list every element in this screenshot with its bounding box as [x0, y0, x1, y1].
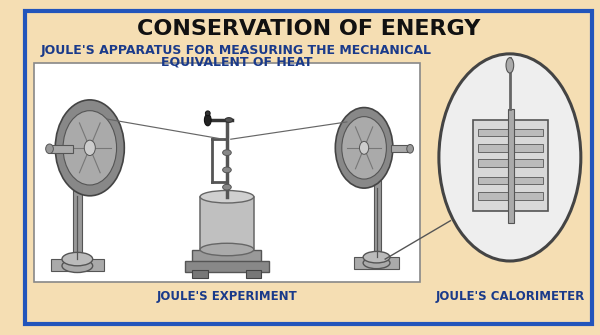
Ellipse shape	[363, 251, 390, 263]
Text: JOULE'S APPARATUS FOR MEASURING THE MECHANICAL: JOULE'S APPARATUS FOR MEASURING THE MECH…	[41, 45, 432, 58]
Ellipse shape	[84, 140, 95, 155]
Bar	[478, 177, 544, 184]
Ellipse shape	[363, 257, 390, 269]
Text: CONSERVATION OF ENERGY: CONSERVATION OF ENERGY	[137, 19, 480, 39]
Bar	[200, 197, 254, 250]
Ellipse shape	[342, 117, 386, 179]
Ellipse shape	[205, 111, 210, 116]
Bar	[193, 251, 262, 263]
Ellipse shape	[225, 118, 233, 122]
Ellipse shape	[335, 108, 393, 188]
Ellipse shape	[62, 259, 92, 272]
Bar	[478, 144, 544, 152]
Bar	[374, 168, 382, 259]
Ellipse shape	[223, 150, 231, 155]
Ellipse shape	[46, 144, 53, 153]
Bar	[478, 192, 544, 200]
Text: JOULE'S EXPERIMENT: JOULE'S EXPERIMENT	[157, 290, 298, 303]
Ellipse shape	[407, 144, 413, 153]
Ellipse shape	[439, 54, 581, 261]
Ellipse shape	[63, 111, 116, 185]
Bar	[473, 120, 548, 211]
Bar	[391, 145, 410, 152]
Bar	[185, 261, 269, 272]
FancyBboxPatch shape	[25, 11, 592, 324]
Bar	[478, 129, 544, 136]
Ellipse shape	[506, 58, 514, 73]
FancyBboxPatch shape	[34, 63, 420, 282]
Ellipse shape	[62, 252, 92, 266]
Bar	[355, 257, 398, 269]
Bar	[50, 145, 73, 153]
Bar	[193, 270, 208, 278]
Text: EQUIVALENT OF HEAT: EQUIVALENT OF HEAT	[161, 55, 312, 68]
Ellipse shape	[223, 167, 231, 173]
Ellipse shape	[205, 114, 211, 126]
Bar	[246, 270, 262, 278]
Ellipse shape	[55, 100, 124, 196]
Text: JOULE'S CALORIMETER: JOULE'S CALORIMETER	[435, 290, 584, 303]
Bar	[73, 160, 82, 261]
Ellipse shape	[200, 191, 254, 203]
Ellipse shape	[359, 141, 368, 154]
Bar	[478, 159, 544, 167]
Bar	[52, 259, 104, 271]
Ellipse shape	[200, 243, 254, 256]
Ellipse shape	[223, 184, 231, 190]
Bar	[508, 109, 514, 223]
